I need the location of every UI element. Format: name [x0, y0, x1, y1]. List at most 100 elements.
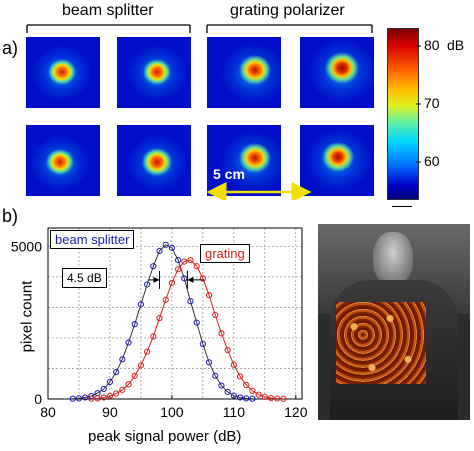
data-point-grating [150, 333, 157, 340]
data-point-beam-splitter [224, 388, 231, 396]
data-point-grating [131, 372, 138, 379]
data-point-beam-splitter [199, 340, 206, 348]
data-point-grating [162, 296, 169, 303]
colorbar [387, 28, 419, 200]
colorbar-tick-70: 70 [424, 95, 440, 111]
x-tick-label-80: 80 [40, 404, 56, 420]
data-point-grating [224, 347, 231, 354]
data-point-beam-splitter [75, 395, 83, 402]
series-line-beam-splitter [72, 244, 253, 400]
heatmap-grating-4 [300, 125, 374, 196]
data-point-beam-splitter [119, 356, 126, 363]
data-point-beam-splitter [187, 298, 194, 305]
data-point-grating [199, 275, 206, 282]
histogram-chart: 80 90 100 110 120 0 5000 [11, 227, 308, 420]
data-point-grating [230, 361, 237, 368]
panel-b-letter: b) [2, 206, 19, 226]
heatmap-beam-splitter-4 [117, 125, 191, 196]
data-point-grating [193, 263, 200, 270]
data-point-grating [212, 311, 219, 319]
data-point-grating [100, 394, 107, 401]
legend-grating: grating [200, 244, 250, 263]
data-point-beam-splitter [82, 394, 89, 401]
data-point-beam-splitter [212, 372, 219, 379]
x-tick-label-120: 120 [284, 404, 308, 420]
arrow-left-head [153, 276, 160, 283]
data-point-beam-splitter [113, 369, 120, 376]
data-point-grating [261, 393, 268, 400]
heatmap-grating-1 [207, 37, 281, 108]
heatmap-beam-splitter-1 [26, 37, 100, 108]
data-point-grating [236, 373, 244, 380]
data-point-beam-splitter [236, 394, 244, 401]
data-point-beam-splitter [249, 395, 256, 402]
data-point-beam-splitter [69, 395, 76, 402]
data-point-grating [187, 256, 194, 264]
annotation-4-5-db: 4.5 dB [62, 268, 107, 288]
data-point-beam-splitter [230, 392, 237, 399]
data-point-grating [168, 279, 176, 287]
data-point-beam-splitter [168, 244, 176, 251]
data-point-grating [144, 348, 151, 355]
signal-overlay-map [336, 302, 426, 384]
scale-arrow [206, 182, 312, 200]
colorbar-tick-80: 80 [424, 37, 440, 53]
data-point-grating [156, 314, 163, 322]
heatmap-beam-splitter-3 [26, 125, 100, 196]
panel-a-letter: a) [2, 38, 19, 58]
y-tick-label-5000: 5000 [11, 238, 42, 254]
data-point-beam-splitter [137, 301, 145, 308]
colorbar-tick-60: 60 [424, 153, 440, 169]
data-point-grating [274, 395, 281, 402]
data-point-grating [174, 266, 182, 273]
colorbar-ticks [416, 45, 421, 163]
data-point-grating [125, 381, 132, 388]
y-axis-label: pixel count [18, 280, 36, 353]
data-point-beam-splitter [144, 281, 151, 288]
data-point-beam-splitter [218, 382, 225, 389]
data-point-grating [205, 292, 213, 299]
data-point-grating [267, 394, 275, 402]
colorbar-unit: dB [447, 37, 465, 53]
arrow-right-head [187, 276, 194, 283]
data-point-grating [113, 390, 120, 397]
mannequin-photo [318, 224, 470, 420]
data-point-beam-splitter [162, 241, 169, 248]
data-point-beam-splitter [243, 395, 250, 402]
y-tick-label-0: 0 [34, 391, 42, 407]
data-point-grating [119, 386, 126, 393]
scale-label: 5 cm [213, 166, 245, 182]
series-line-grating [91, 259, 284, 400]
x-tick-label-100: 100 [160, 404, 184, 420]
group-brackets [26, 24, 373, 33]
legend-beam-splitter: beam splitter [50, 230, 135, 249]
data-point-grating [106, 392, 114, 400]
data-point-grating [249, 387, 256, 394]
data-point-beam-splitter [193, 319, 200, 326]
data-point-beam-splitter [150, 263, 157, 270]
data-point-grating [181, 258, 188, 265]
heatmap-grating-2 [300, 37, 374, 108]
mannequin-head [373, 232, 413, 284]
data-point-grating [218, 330, 225, 337]
data-point-beam-splitter [156, 247, 163, 255]
data-point-grating [88, 395, 95, 402]
plot-frame [47, 227, 303, 400]
data-point-grating [94, 395, 101, 402]
data-point-beam-splitter [174, 256, 182, 264]
colorbar-underline [392, 206, 412, 207]
group-label-beam-splitter: beam splitter [62, 2, 154, 19]
data-point-beam-splitter [131, 321, 138, 328]
data-point-grating [137, 362, 145, 369]
x-axis-label: peak signal power (dB) [88, 428, 242, 445]
data-point-beam-splitter [125, 339, 132, 346]
data-point-beam-splitter [106, 378, 114, 385]
data-point-beam-splitter [100, 385, 107, 393]
x-tick-label-90: 90 [102, 404, 118, 420]
x-tick-label-110: 110 [223, 404, 246, 420]
data-point-beam-splitter [205, 359, 213, 366]
data-point-grating [280, 395, 287, 402]
data-point-grating [243, 381, 250, 389]
group-label-grating-polarizer: grating polarizer [230, 2, 345, 19]
data-point-grating [255, 391, 262, 398]
